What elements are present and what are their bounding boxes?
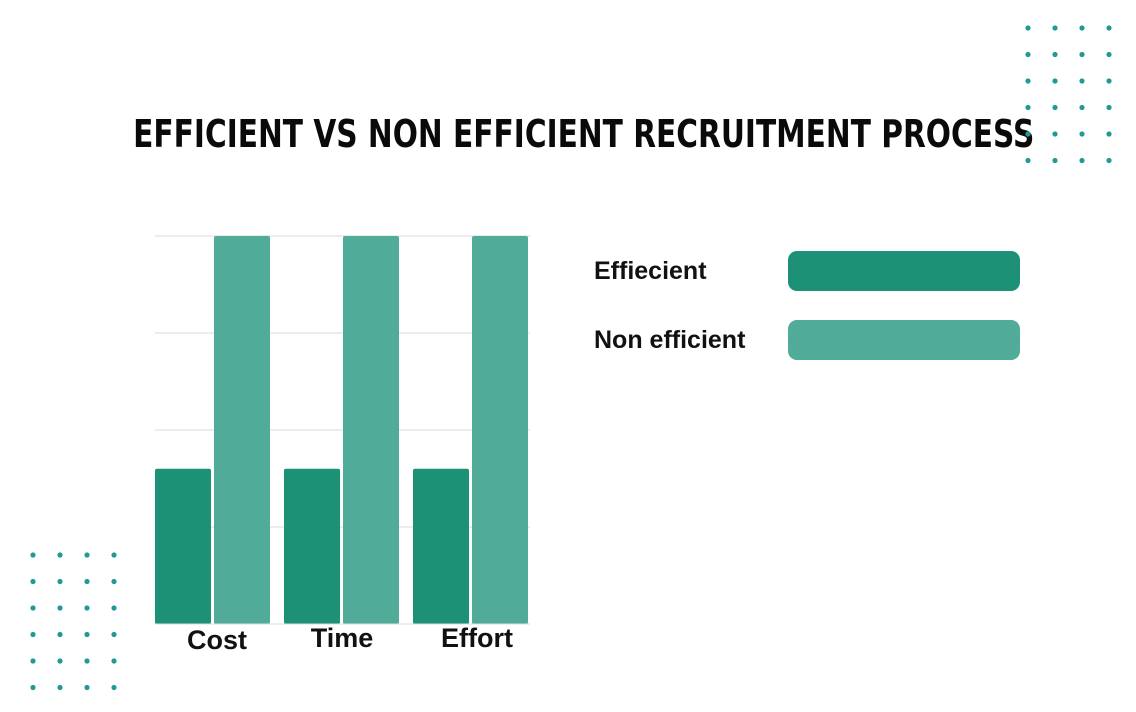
decorative-dot xyxy=(1025,25,1031,31)
bar-time-non-efficient xyxy=(343,236,399,624)
decorative-dot xyxy=(57,684,63,691)
decorative-dot xyxy=(84,552,90,558)
decorative-dot xyxy=(1106,51,1112,58)
decorative-dot xyxy=(57,578,63,585)
x-tick-label-cost: Cost xyxy=(187,625,247,655)
bars xyxy=(155,236,528,624)
decorative-dot xyxy=(1079,51,1085,58)
decorative-dot xyxy=(1079,25,1085,31)
decorative-dot xyxy=(84,605,90,611)
decorative-dot xyxy=(1079,78,1085,84)
decorative-dot xyxy=(1052,157,1058,164)
bar-cost-efficient xyxy=(155,468,211,624)
decorative-dot xyxy=(84,658,90,664)
decorative-dot xyxy=(30,658,36,664)
decorative-dot xyxy=(1052,131,1058,137)
decorative-dot xyxy=(1025,157,1031,164)
decorative-dot xyxy=(111,605,117,611)
decorative-dot xyxy=(57,631,63,638)
decorative-dot xyxy=(1106,157,1112,164)
decorative-dot xyxy=(57,605,63,611)
decorative-dot xyxy=(57,552,63,558)
decorative-dot xyxy=(111,658,117,664)
decorative-dot-grid-top-right xyxy=(1025,25,1112,164)
decorative-dot xyxy=(84,631,90,638)
decorative-dot xyxy=(1025,78,1031,84)
decorative-dot xyxy=(111,684,117,691)
bar-cost-non-efficient xyxy=(214,236,270,624)
decorative-dot xyxy=(1079,104,1085,111)
decorative-dot xyxy=(111,631,117,638)
decorative-dot xyxy=(57,658,63,664)
legend-label-efficient: Effiecient xyxy=(594,256,707,285)
x-tick-label-effort: Effort xyxy=(441,623,513,653)
legend-item-non-efficient: Non efficient xyxy=(594,320,1020,360)
decorative-dot xyxy=(1106,25,1112,31)
decorative-dot xyxy=(1025,51,1031,58)
legend-label-non-efficient: Non efficient xyxy=(594,325,746,354)
legend-item-efficient: Effiecient xyxy=(594,251,1020,291)
decorative-dot xyxy=(84,578,90,585)
decorative-dot xyxy=(84,684,90,691)
bar-effort-efficient xyxy=(413,468,469,624)
decorative-dot-grid-bottom-left xyxy=(30,552,117,691)
chart-title: EFFICIENT VS NON EFFICIENT RECRUITMENT P… xyxy=(133,112,1035,156)
decorative-dot xyxy=(1106,104,1112,111)
decorative-dot xyxy=(1052,78,1058,84)
x-tick-label-time: Time xyxy=(310,623,374,653)
decorative-dot xyxy=(30,605,36,611)
decorative-dot xyxy=(30,684,36,691)
bar-effort-non-efficient xyxy=(472,236,528,624)
decorative-dot xyxy=(30,631,36,638)
decorative-dot xyxy=(1079,157,1085,164)
legend-swatch-efficient xyxy=(788,251,1020,291)
decorative-dot xyxy=(1106,78,1112,84)
decorative-dot xyxy=(1025,131,1031,137)
decorative-dot xyxy=(30,552,36,558)
decorative-dot xyxy=(30,578,36,585)
decorative-dot xyxy=(1052,25,1058,31)
decorative-dot xyxy=(1052,104,1058,111)
decorative-dot xyxy=(1052,51,1058,58)
bar-time-efficient xyxy=(284,468,340,624)
decorative-dot xyxy=(111,578,117,585)
decorative-dot xyxy=(1106,131,1112,137)
decorative-dot xyxy=(1025,104,1031,111)
decorative-dot xyxy=(111,552,117,558)
decorative-dot xyxy=(1079,131,1085,137)
legend-swatch-non-efficient xyxy=(788,320,1020,360)
